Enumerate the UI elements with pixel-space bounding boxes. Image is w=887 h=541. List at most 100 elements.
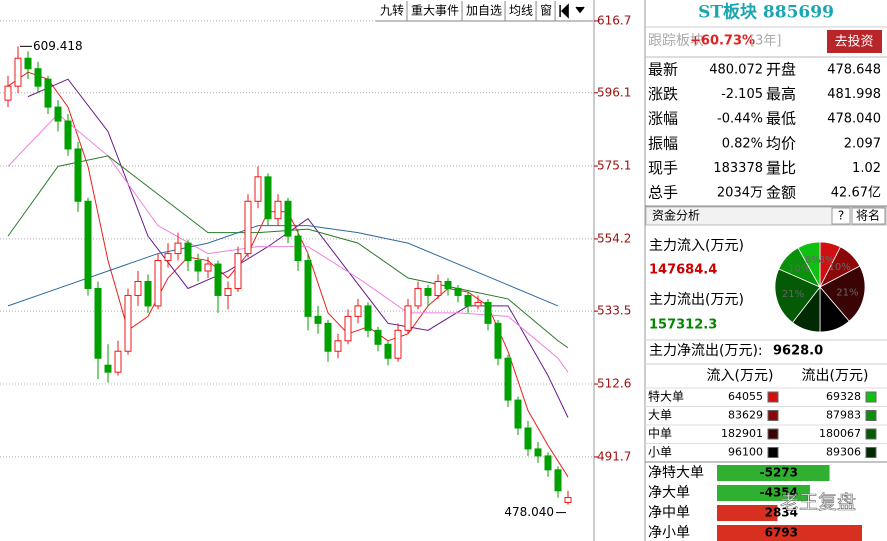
candle-body <box>384 343 392 359</box>
toolbar-button[interactable]: 九转 <box>380 3 404 18</box>
help[interactable]: ? <box>838 209 844 223</box>
candle-body <box>564 496 572 503</box>
candle-body <box>294 235 302 262</box>
net-bar <box>717 465 830 481</box>
candle-body <box>154 260 162 307</box>
table-header: 流入(万元) <box>707 368 774 384</box>
net-value: -4354 <box>760 486 798 500</box>
moving-average <box>7 155 569 349</box>
net-bar <box>717 485 810 501</box>
track-period: [3年] <box>750 34 781 49</box>
candle-body <box>64 120 72 150</box>
candle-body <box>464 294 472 307</box>
candle-body <box>344 315 352 342</box>
tab-bar <box>645 206 887 226</box>
main-in: 147684.4 <box>649 263 717 278</box>
candle-body <box>264 176 272 220</box>
row-name: 大单 <box>648 408 672 422</box>
net-value: -5273 <box>760 466 798 480</box>
candle-body <box>494 322 502 359</box>
in-swatch <box>767 410 779 421</box>
candle-body <box>544 455 552 471</box>
track-change: +60.73% <box>690 34 755 49</box>
candle-body <box>44 78 52 108</box>
net-name: 净小单 <box>648 525 690 541</box>
candle-body <box>484 301 492 324</box>
low-label: 478.040 <box>504 505 554 519</box>
candle-body <box>214 263 222 296</box>
quote-label: 金额 <box>766 184 796 202</box>
moving-average <box>7 225 559 307</box>
candle-body <box>274 200 282 220</box>
net-name: 净特大单 <box>648 465 704 481</box>
quote-label: 现手 <box>648 159 678 177</box>
row-in: 64055 <box>728 390 763 403</box>
candle-body <box>144 280 152 307</box>
candle-body <box>434 280 442 296</box>
candle-body <box>204 263 212 272</box>
quote-label: 最高 <box>766 85 796 103</box>
candle-body <box>324 322 332 352</box>
toolbar-button[interactable]: 均线 <box>509 4 533 18</box>
candle-body <box>474 301 482 307</box>
candle-body <box>14 57 22 87</box>
net-value: 6793 <box>765 526 798 540</box>
candle-body <box>134 280 142 296</box>
y-tick-label: 491.7 <box>597 449 631 463</box>
pie-slice <box>797 241 821 289</box>
in-swatch <box>767 428 779 440</box>
toolbar-button[interactable]: 窗 <box>540 4 552 18</box>
candle-body <box>354 305 362 317</box>
pie-label: 8% <box>805 255 821 266</box>
candle-body <box>174 242 182 255</box>
tab[interactable]: 资金分析 <box>652 208 700 223</box>
main-out: 157312.3 <box>649 318 717 333</box>
quote-label: 最新 <box>648 61 678 79</box>
row-in: 96100 <box>728 446 763 459</box>
candle-body <box>24 57 32 70</box>
main-net-label: 主力净流出(万元): <box>649 343 763 359</box>
quote-value: 481.998 <box>827 87 881 102</box>
row-name: 中单 <box>648 426 672 441</box>
in-swatch <box>767 391 779 403</box>
out-swatch <box>865 447 877 458</box>
row-name: 特大单 <box>648 389 684 404</box>
pie-label: 10% <box>788 263 810 274</box>
main-net: 9628.0 <box>773 344 823 359</box>
candle-body <box>34 68 42 87</box>
toolbar-button[interactable]: 重大事件 <box>411 4 459 18</box>
quote-value: 2.097 <box>844 136 881 151</box>
toolbar-button[interactable]: 加自选 <box>466 4 502 18</box>
out-swatch <box>865 410 877 421</box>
row-name: 小单 <box>648 445 672 459</box>
candle-body <box>364 305 372 331</box>
y-tick-label: 554.2 <box>597 231 631 245</box>
invest-button-label[interactable]: 去投资 <box>834 34 873 50</box>
net-name: 净大单 <box>648 485 690 501</box>
net-value: 2834 <box>765 506 798 520</box>
in-swatch <box>767 447 779 458</box>
candle-body <box>554 469 562 492</box>
row-out: 69328 <box>826 390 861 403</box>
net-bar <box>717 505 778 521</box>
out-swatch <box>865 391 877 403</box>
candle-body <box>114 350 122 373</box>
candle-body <box>94 287 102 359</box>
out-swatch <box>865 428 877 440</box>
net-bar <box>717 525 862 541</box>
help-box <box>831 207 851 225</box>
quote-label: 量比 <box>766 159 796 177</box>
chart-area <box>0 0 593 541</box>
candle-body <box>124 294 132 352</box>
row-out: 89306 <box>826 446 861 459</box>
invest-button[interactable] <box>827 30 882 53</box>
quote-value: 1.02 <box>852 161 881 176</box>
candle-body <box>254 176 262 202</box>
pie-label: 10% <box>828 262 850 273</box>
quote-label: 最低 <box>766 110 796 128</box>
quote-label: 均价 <box>766 134 796 152</box>
row-in: 83629 <box>728 409 763 422</box>
high-label: 609.418 <box>33 39 83 53</box>
rank[interactable]: 将名 <box>856 208 880 223</box>
